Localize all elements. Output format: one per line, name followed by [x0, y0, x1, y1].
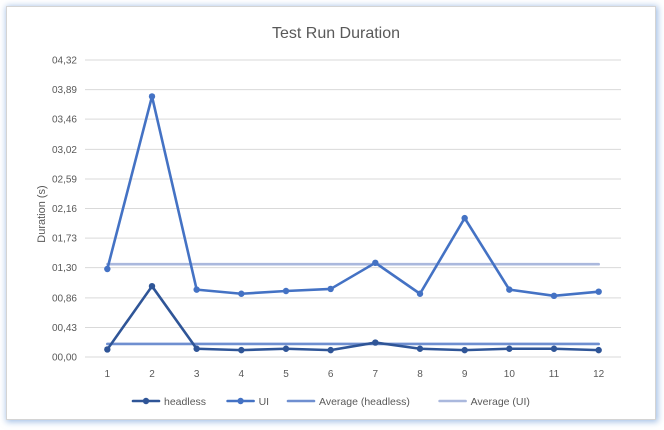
- x-tick-label: 12: [593, 369, 605, 380]
- legend-item-headless: headless: [131, 396, 206, 408]
- data-point-headless: [148, 282, 156, 290]
- data-point-headless: [282, 345, 290, 352]
- data-point-ui: [506, 286, 513, 293]
- legend: headless UI Average (headless) Average (UI): [131, 396, 530, 408]
- x-tick-label: 11: [549, 369, 560, 380]
- legend-item-ui: UI: [226, 396, 270, 408]
- x-tick-label: 4: [239, 369, 245, 380]
- data-point-headless: [506, 345, 513, 352]
- data-point-ui: [416, 290, 424, 297]
- legend-label: Average (UI): [471, 396, 530, 408]
- data-point-headless: [238, 346, 245, 354]
- x-tick-label: 6: [328, 369, 334, 380]
- data-point-ui: [327, 285, 334, 293]
- line-chart: Test Run Duration Duration (s) 00,00 00,4…: [36, 25, 621, 408]
- data-point-headless: [372, 339, 379, 346]
- legend-marker: [237, 397, 244, 405]
- y-tick-label: 00,00: [52, 353, 77, 364]
- x-tick-label: 3: [194, 369, 200, 380]
- y-axis-ticks: 00,00 00,43 00,86 01,30 01,73 02,16 02,59 03,02…: [52, 56, 77, 364]
- y-tick-label: 03,46: [52, 115, 77, 126]
- y-tick-label: 02,16: [52, 204, 77, 215]
- y-tick-label: 03,02: [52, 145, 77, 156]
- x-tick-label: 1: [105, 369, 111, 380]
- data-point-headless: [595, 346, 602, 354]
- y-tick-label: 04,32: [52, 56, 77, 67]
- legend-item-average-ui: Average (UI): [438, 396, 530, 408]
- data-point-ui: [372, 259, 379, 267]
- data-point-headless: [327, 346, 334, 354]
- data-point-ui: [238, 290, 245, 297]
- data-point-headless: [550, 345, 558, 352]
- data-point-headless: [104, 346, 111, 353]
- data-point-ui: [148, 93, 156, 100]
- data-point-ui: [595, 288, 602, 295]
- x-tick-label: 7: [373, 369, 379, 380]
- data-point-headless: [461, 346, 468, 354]
- data-point-ui: [461, 214, 468, 222]
- series-lines: [104, 93, 602, 354]
- series-headless: [104, 282, 602, 354]
- gridlines: [85, 59, 621, 358]
- y-tick-label: 00,43: [52, 323, 77, 334]
- y-tick-label: 03,89: [52, 85, 77, 96]
- y-tick-label: 02,59: [52, 174, 77, 185]
- chart-frame: Test Run Duration Duration (s) 00,00 00,4…: [6, 6, 656, 420]
- legend-item-average-headless: Average (headless): [286, 396, 410, 408]
- legend-marker: [142, 397, 150, 405]
- data-point-ui: [104, 265, 111, 273]
- x-tick-label: 2: [149, 369, 155, 380]
- x-tick-label: 8: [417, 369, 423, 380]
- data-point-ui: [550, 292, 558, 300]
- x-tick-label: 9: [462, 369, 468, 380]
- data-point-headless: [193, 345, 200, 352]
- legend-label: UI: [259, 396, 270, 408]
- data-point-ui: [282, 287, 290, 295]
- y-tick-label: 00,86: [52, 293, 77, 304]
- y-tick-label: 01,30: [52, 263, 77, 274]
- x-axis-ticks: 1 2 3 4 5 6 7 8 9 10 11 12: [105, 369, 605, 380]
- series-line-headless: [106, 284, 600, 352]
- chart-title: Test Run Duration: [272, 25, 400, 42]
- legend-label: Average (headless): [319, 396, 410, 408]
- legend-label: headless: [164, 396, 206, 408]
- series-line-ui: [106, 95, 600, 298]
- y-tick-label: 01,73: [52, 234, 77, 245]
- x-tick-label: 5: [283, 369, 289, 380]
- y-axis-title: Duration (s): [36, 185, 48, 242]
- data-point-headless: [416, 345, 424, 352]
- x-tick-label: 10: [504, 369, 516, 380]
- data-point-ui: [193, 286, 200, 293]
- series-ui: [104, 93, 602, 300]
